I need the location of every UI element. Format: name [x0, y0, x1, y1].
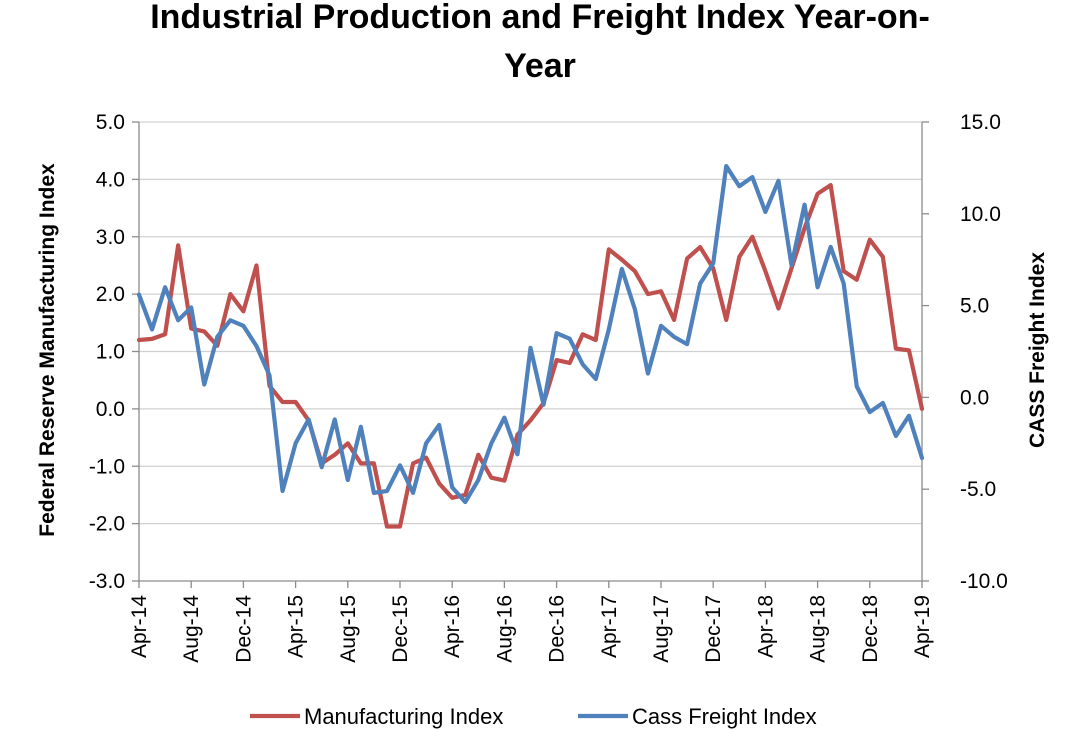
right-y-tick-label: 15.0: [960, 111, 1001, 134]
x-tick-label: Aug-16: [493, 595, 516, 663]
right-axis-title: CASS Freight Index: [1026, 252, 1049, 448]
legend-label-0: Manufacturing Index: [304, 704, 503, 729]
right-y-tick-labels: 15.0 10.0 5.0 0.0 -5.0 -10.0: [960, 111, 1008, 593]
x-tick-label: Dec-14: [232, 595, 255, 663]
left-y-tick-label: -2.0: [89, 513, 125, 536]
series-lines: [136, 163, 925, 529]
left-axis-title: Federal Reserve Manufacturing Index: [36, 163, 59, 537]
left-y-tick-labels: 5.0 4.0 3.0 2.0 1.0 0.0 -1.0 -2.0 -3.0: [89, 111, 125, 593]
left-y-tick-label: 5.0: [96, 111, 125, 134]
legend: Manufacturing Index Cass Freight Index: [250, 704, 817, 729]
right-y-tick-label: 5.0: [960, 295, 989, 318]
left-y-tick-label: -1.0: [89, 455, 125, 478]
x-tick-label: Aug-15: [337, 595, 360, 663]
x-tick-label: Apr-19: [911, 595, 934, 658]
left-y-tick-label: -3.0: [89, 570, 125, 593]
chart-title-line1: Industrial Production and Freight Index …: [150, 0, 930, 36]
x-tick-label: Aug-14: [180, 595, 203, 663]
x-tick-labels: Apr-14 Aug-14 Dec-14 Apr-15 Aug-15 Dec-15 Apr-…: [128, 595, 934, 663]
legend-label-1: Cass Freight Index: [632, 704, 817, 729]
left-y-tick-label: 4.0: [96, 168, 125, 191]
x-tick-label: Apr-15: [285, 595, 308, 658]
x-tick-label: Apr-14: [128, 595, 151, 658]
right-y-tick-label: -5.0: [960, 478, 996, 501]
left-y-tick-label: 1.0: [96, 341, 125, 364]
right-y-tick-label: 0.0: [960, 386, 989, 409]
x-tick-label: Dec-15: [389, 595, 412, 663]
right-y-tick-label: 10.0: [960, 203, 1001, 226]
x-tick-label: Aug-18: [807, 595, 830, 663]
gridlines: [139, 121, 922, 525]
chart-title-line2: Year: [504, 47, 576, 85]
left-y-tick-label: 0.0: [96, 398, 125, 421]
series-line-1: [136, 163, 925, 505]
x-tick-label: Dec-17: [702, 595, 725, 663]
right-y-tick-label: -10.0: [960, 570, 1008, 593]
x-tick-label: Apr-17: [598, 595, 621, 658]
axes: [132, 121, 929, 588]
left-y-tick-label: 2.0: [96, 283, 125, 306]
left-y-tick-label: 3.0: [96, 226, 125, 249]
x-tick-label: Dec-16: [546, 595, 569, 663]
x-tick-label: Dec-18: [859, 595, 882, 663]
x-tick-label: Apr-18: [754, 595, 777, 658]
x-tick-label: Apr-16: [441, 595, 464, 658]
x-tick-label: Aug-17: [650, 595, 673, 663]
